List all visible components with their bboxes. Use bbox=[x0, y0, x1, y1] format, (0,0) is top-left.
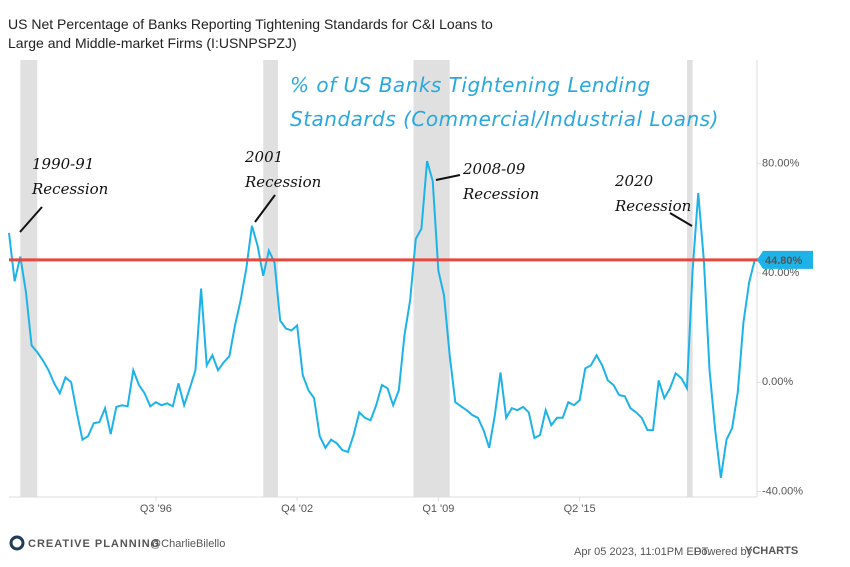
powered-by: Powered by bbox=[694, 546, 753, 558]
overlay-title: % of US Banks Tightening Lending Standar… bbox=[290, 73, 719, 131]
annotation-arrow bbox=[254, 194, 276, 223]
annotation-text: Recession bbox=[462, 185, 539, 203]
chart-title: US Net Percentage of Banks Reporting Tig… bbox=[8, 16, 493, 51]
annotation-arrow bbox=[669, 212, 693, 227]
x-tick-label: Q3 '96 bbox=[140, 503, 172, 515]
annotation-arrow bbox=[19, 206, 43, 233]
y-tick-label: -40.00% bbox=[762, 485, 803, 497]
x-tick-label: Q2 '15 bbox=[564, 503, 596, 515]
y-tick-label: 0.00% bbox=[762, 376, 793, 388]
brand-logo bbox=[9, 535, 25, 551]
x-tick-label: Q4 '02 bbox=[281, 503, 313, 515]
brand-name: CREATIVE PLANNING bbox=[28, 538, 160, 550]
annotation-arrow bbox=[435, 174, 461, 181]
reference-label-box bbox=[757, 250, 813, 269]
y-tick-label: 40.00% bbox=[762, 267, 800, 279]
recession-band bbox=[686, 60, 693, 497]
x-tick-label: Q1 '09 bbox=[422, 503, 454, 515]
recession-band bbox=[413, 60, 450, 497]
annotation-text: Recession bbox=[614, 197, 691, 215]
annotation-text: 2008-09 bbox=[462, 160, 526, 178]
annotation-text: Recession bbox=[244, 173, 321, 191]
ycharts-logo: YCHARTS bbox=[745, 545, 798, 557]
annotation-text: 2020 bbox=[614, 172, 654, 190]
timestamp: Apr 05 2023, 11:01PM EDT. bbox=[574, 546, 710, 558]
annotation-text: 2001 bbox=[244, 148, 283, 166]
data-line bbox=[8, 160, 756, 479]
annotation-text: Recession bbox=[31, 180, 108, 198]
handle: @CharlieBilello bbox=[150, 538, 225, 550]
annotation-text: 1990-91 bbox=[32, 155, 94, 173]
reference-label: 44.80% bbox=[765, 255, 803, 267]
y-tick-label: 80.00% bbox=[762, 158, 800, 170]
recession-band bbox=[20, 60, 38, 497]
recession-band bbox=[263, 60, 278, 497]
